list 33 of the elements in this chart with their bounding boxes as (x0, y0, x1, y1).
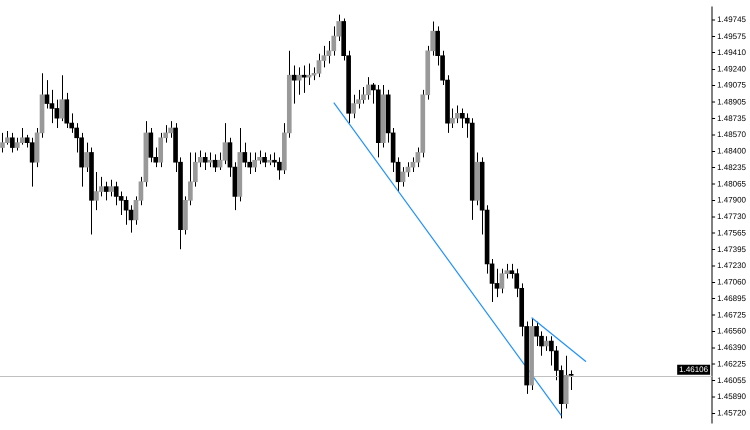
y-tick-label: 1.49575 (717, 32, 747, 41)
candlestick (262, 152, 267, 168)
y-tick-label: 1.48400 (717, 146, 747, 156)
candlestick (292, 64, 297, 104)
y-tick-label: 1.48735 (717, 114, 747, 123)
y-tick-label: 1.47395 (717, 244, 747, 254)
y-tick-label: 1.49745 (717, 15, 747, 24)
y-tick-label: 1.46225 (717, 359, 747, 368)
candlestick (10, 132, 15, 153)
y-tick-label: 1.49410 (717, 48, 747, 57)
y-tick-label: 1.46055 (717, 376, 747, 385)
y-tick-label: 1.45890 (717, 392, 747, 402)
y-tick-label: 1.48065 (717, 179, 747, 188)
y-tick-label: 1.49240 (717, 64, 747, 74)
ref-line-label: 1.46106 (679, 364, 709, 374)
y-tick-label: 1.48235 (717, 162, 747, 172)
candlestick (202, 152, 208, 171)
candlestick (212, 154, 218, 172)
candlestick (104, 181, 109, 201)
y-tick-label: 1.45720 (717, 408, 747, 418)
y-tick-label: 1.46895 (717, 294, 747, 303)
candlestick (302, 64, 306, 94)
y-tick-label: 1.46725 (717, 310, 747, 320)
y-tick-label: 1.46560 (717, 326, 747, 336)
y-tick-label: 1.47730 (717, 212, 747, 222)
y-tick-label: 1.46390 (717, 343, 747, 352)
y-tick-label: 1.49075 (717, 80, 747, 90)
y-tick-label: 1.48905 (717, 97, 747, 106)
y-tick-label: 1.47060 (717, 278, 747, 287)
y-tick-label: 1.47230 (717, 261, 747, 270)
y-tick-label: 1.47900 (717, 196, 747, 205)
y-tick-label: 1.48570 (717, 130, 747, 140)
y-tick-label: 1.47565 (717, 228, 747, 238)
